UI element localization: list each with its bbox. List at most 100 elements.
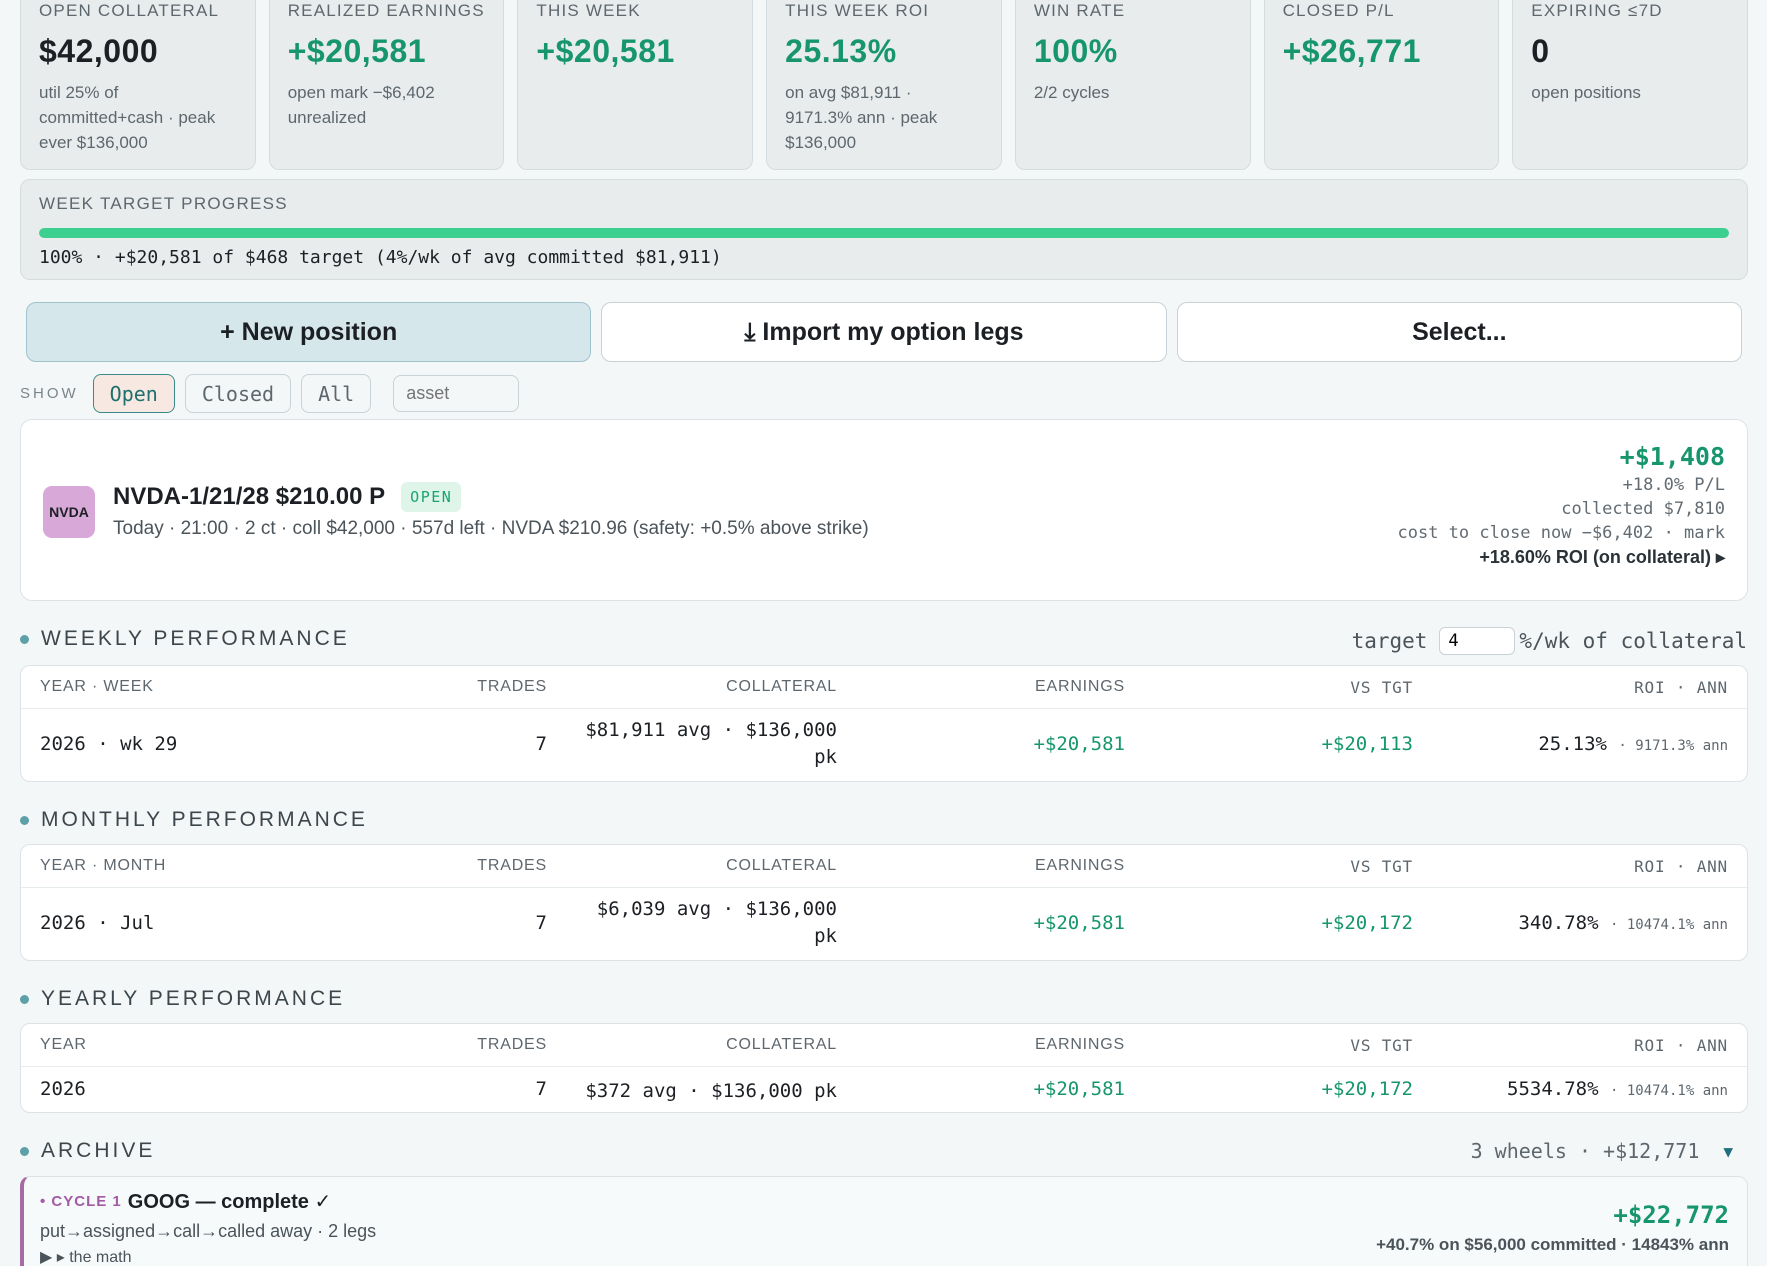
cell-collateral: $6,039 avg · $136,000 pk xyxy=(596,898,837,947)
stat-label: THIS WEEK ROI xyxy=(785,1,930,20)
cell-roi-value: 25.13% xyxy=(1538,733,1607,755)
stat-expiring: EXPIRING ≤7D 0 open positions xyxy=(1512,0,1748,170)
show-label: SHOW xyxy=(20,385,79,402)
col-earnings: EARNINGS xyxy=(1035,678,1125,695)
cell-collateral: $372 avg · $136,000 pk xyxy=(585,1080,837,1102)
cell-roi-value: 5534.78% xyxy=(1507,1078,1599,1100)
status-badge: OPEN xyxy=(401,482,462,512)
cell-roi-value: 340.78% xyxy=(1518,912,1599,934)
week-target-progress-fill xyxy=(39,228,1729,238)
table-header: YEAR · WEEK TRADES COLLATERAL EARNINGS V… xyxy=(21,666,1747,709)
target-unit: %/wk of collateral xyxy=(1519,629,1747,653)
yearly-table: YEAR TRADES COLLATERAL EARNINGS VS TGT R… xyxy=(20,1023,1748,1113)
week-target-text: 100% · +$20,581 of $468 target (4%/wk of… xyxy=(39,247,722,268)
col-roi: ROI · ANN xyxy=(1634,857,1728,876)
position-roi-toggle[interactable]: +18.60% ROI (on collateral) ▸ xyxy=(1479,547,1725,567)
section-dot-icon xyxy=(20,815,29,825)
col-vs-tgt: VS TGT xyxy=(1350,678,1413,697)
position-collected: collected $7,810 xyxy=(1561,499,1725,519)
filter-open-chip[interactable]: Open xyxy=(92,374,175,413)
yearly-performance-heading: YEARLY PERFORMANCE xyxy=(20,987,345,1011)
cycle-title-row: • CYCLE 1 GOOG — complete ✓ xyxy=(40,1189,331,1214)
stat-realized-earnings: REALIZED EARNINGS +$20,581 open mark −$6… xyxy=(268,0,505,170)
week-target-progress-bar xyxy=(39,228,1729,238)
stat-label: REALIZED EARNINGS xyxy=(287,1,485,20)
stat-value: 100% xyxy=(1033,33,1118,69)
cycle-math-toggle[interactable]: ▶ ▸ the math xyxy=(40,1249,132,1266)
section-title: YEARLY PERFORMANCE xyxy=(41,987,346,1010)
archive-summary[interactable]: 3 wheels · +$12,771 ▼ xyxy=(1471,1139,1733,1163)
cell-earnings: +$20,581 xyxy=(1033,1078,1125,1100)
week-target-label: WEEK TARGET PROGRESS xyxy=(39,194,288,213)
table-header: YEAR TRADES COLLATERAL EARNINGS VS TGT R… xyxy=(21,1024,1747,1067)
archive-cycle-card[interactable]: • CYCLE 1 GOOG — complete ✓ put→assigned… xyxy=(20,1176,1748,1266)
stat-value: +$26,771 xyxy=(1282,33,1421,69)
target-percent-input[interactable] xyxy=(1439,627,1516,655)
position-title: NVDA-1/21/28 $210.00 P xyxy=(113,483,386,510)
filter-all-chip[interactable]: All xyxy=(301,374,372,413)
col-trades: TRADES xyxy=(477,1036,547,1053)
stats-row: OPEN COLLATERAL $42,000 util 25% of comm… xyxy=(20,0,1748,170)
stat-this-week: THIS WEEK +$20,581 xyxy=(517,0,754,170)
cycle-title: GOOG — complete ✓ xyxy=(127,1191,332,1213)
section-title: MONTHLY PERFORMANCE xyxy=(41,808,368,831)
cell-trades: 7 xyxy=(535,1078,547,1100)
asset-filter-input[interactable] xyxy=(393,375,520,412)
section-title: ARCHIVE xyxy=(41,1139,156,1162)
chevron-down-icon[interactable]: ▼ xyxy=(1723,1141,1733,1161)
target-label: target xyxy=(1351,629,1428,653)
cycle-summary: +$22,772 +40.7% on $56,000 committed · 1… xyxy=(1376,1201,1729,1255)
stat-value: +$20,581 xyxy=(536,33,675,69)
position-summary: +$1,408 +18.0% P/L collected $7,810 cost… xyxy=(1397,442,1725,568)
stat-sub: 2/2 cycles xyxy=(1033,83,1110,102)
col-trades: TRADES xyxy=(477,678,547,695)
section-title: WEEKLY PERFORMANCE xyxy=(41,627,350,650)
cycle-tag: • CYCLE 1 xyxy=(40,1193,122,1210)
position-cost-to-close: cost to close now −$6,402 · mark xyxy=(1397,523,1725,543)
col-earnings: EARNINGS xyxy=(1035,857,1125,874)
filter-closed-chip[interactable]: Closed xyxy=(184,374,292,413)
stat-sub: open mark −$6,402 unrealized xyxy=(287,83,435,127)
col-period: YEAR xyxy=(40,1036,87,1053)
cycle-pl: +$22,772 xyxy=(1613,1201,1729,1229)
section-dot-icon xyxy=(20,994,29,1004)
action-bar: + New position ⤓ Import my option legs S… xyxy=(26,302,1742,362)
cell-period: 2026 · Jul xyxy=(40,912,155,934)
table-row: 2026 · wk 29 7 $81,911 avg · $136,000 pk… xyxy=(21,709,1747,781)
stat-value: 25.13% xyxy=(785,33,897,69)
stat-win-rate: WIN RATE 100% 2/2 cycles xyxy=(1014,0,1251,170)
cell-period: 2026 · wk 29 xyxy=(40,733,178,755)
monthly-performance-heading: MONTHLY PERFORMANCE xyxy=(20,808,368,832)
position-card[interactable]: NVDA NVDA-1/21/28 $210.00 P OPEN Today ·… xyxy=(20,419,1748,601)
col-vs-tgt: VS TGT xyxy=(1350,857,1413,876)
weekly-performance-heading: WEEKLY PERFORMANCE xyxy=(20,627,350,651)
stat-label: CLOSED P/L xyxy=(1282,1,1395,20)
stat-label: EXPIRING ≤7D xyxy=(1531,1,1663,20)
archive-heading: ARCHIVE xyxy=(20,1139,155,1163)
import-legs-button[interactable]: ⤓ Import my option legs xyxy=(601,302,1167,362)
section-dot-icon xyxy=(20,634,29,644)
stat-label: THIS WEEK xyxy=(536,1,641,20)
stat-closed-pl: CLOSED P/L +$26,771 xyxy=(1263,0,1500,170)
monthly-table: YEAR · MONTH TRADES COLLATERAL EARNINGS … xyxy=(20,844,1748,961)
position-pl: +$1,408 xyxy=(1619,442,1725,471)
stat-sub: open positions xyxy=(1531,83,1641,102)
select-button[interactable]: Select... xyxy=(1176,302,1742,362)
stat-sub: on avg $81,911 · 9171.3% ann · peak $136… xyxy=(785,83,938,152)
col-collateral: COLLATERAL xyxy=(726,678,837,695)
new-position-button[interactable]: + New position xyxy=(26,302,592,362)
week-target-panel: WEEK TARGET PROGRESS 100% · +$20,581 of … xyxy=(20,179,1748,280)
filter-bar: SHOW Open Closed All xyxy=(20,374,520,413)
stat-value: $42,000 xyxy=(39,33,159,69)
cell-earnings: +$20,581 xyxy=(1033,912,1125,934)
stat-value: +$20,581 xyxy=(287,33,427,69)
archive-summary-text: 3 wheels · +$12,771 xyxy=(1470,1139,1700,1163)
cell-roi-ann: · 9171.3% ann xyxy=(1618,738,1728,754)
cell-period: 2026 xyxy=(40,1078,86,1100)
cell-roi: 340.78% · 10474.1% ann xyxy=(1518,912,1728,934)
table-row: 2026 · Jul 7 $6,039 avg · $136,000 pk +$… xyxy=(21,888,1747,960)
position-title-row: NVDA-1/21/28 $210.00 P OPEN xyxy=(113,482,462,512)
col-period: YEAR · MONTH xyxy=(40,857,167,874)
col-collateral: COLLATERAL xyxy=(726,857,837,874)
section-dot-icon xyxy=(20,1146,29,1156)
